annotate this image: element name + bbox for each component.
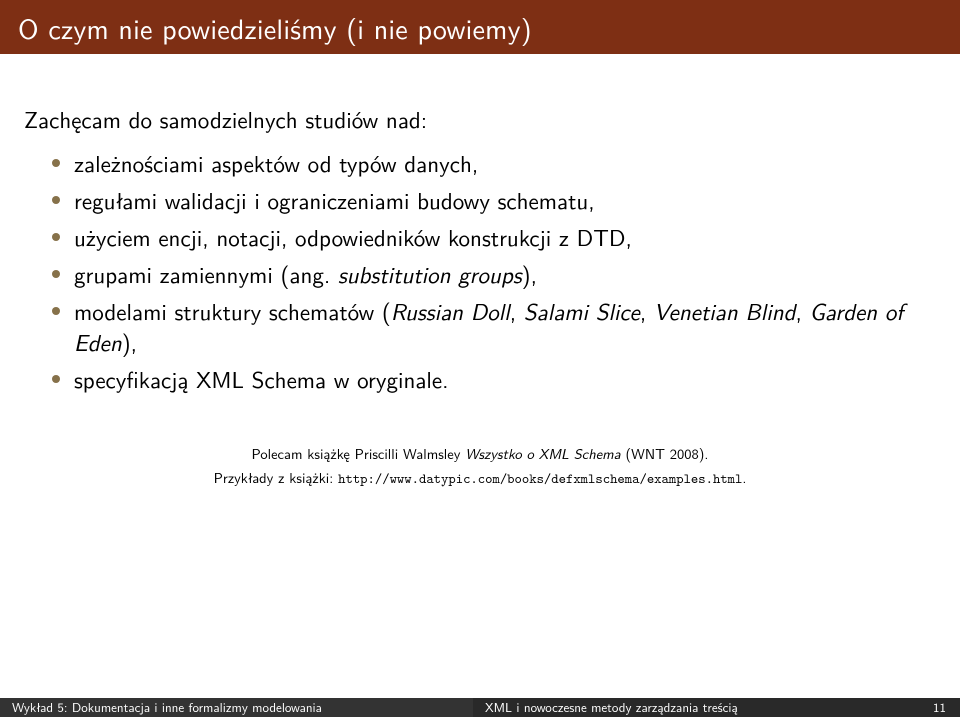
- bullet-item: grupami zamiennymi (ang. substitution gr…: [52, 259, 936, 290]
- bullet-item: modelami struktury schematów (Russian Do…: [52, 296, 936, 358]
- slide-title: O czym nie powiedzieliśmy (i nie powiemy…: [18, 7, 532, 48]
- bullet-item: regułami walidacji i ograniczeniami budo…: [52, 185, 936, 216]
- page-number: 11: [933, 698, 946, 717]
- footer-right: XML i nowoczesne metody zarządzania treś…: [473, 698, 960, 717]
- bullet-item: zależnościami aspektów od typów danych,: [52, 148, 936, 179]
- ref-text: (WNT 2008).: [621, 443, 709, 464]
- ref-url: http://www.datypic.com/books/defxmlschem…: [338, 470, 742, 488]
- ref-text: .: [742, 467, 746, 488]
- footer-left-text: Wykład 5: Dokumentacja i inne formalizmy…: [12, 698, 322, 717]
- bullet-list: zależnościami aspektów od typów danych, …: [24, 148, 936, 395]
- references: Polecam książkę Priscilli Walmsley Wszys…: [24, 443, 936, 490]
- intro-text: Zachęcam do samodzielnych studiów nad:: [24, 102, 936, 136]
- ref-title-italic: Wszystko o XML Schema: [465, 443, 620, 464]
- reference-line-2: Przykłady z książki: http://www.datypic.…: [24, 467, 936, 490]
- content-area: Zachęcam do samodzielnych studiów nad: z…: [0, 54, 960, 490]
- footer-right-text: XML i nowoczesne metody zarządzania treś…: [485, 698, 738, 717]
- bullet-item: użyciem encji, notacji, odpowiedników ko…: [52, 222, 936, 253]
- ref-text: Polecam książkę Priscilli Walmsley: [252, 443, 466, 464]
- bullet-item: specyfikacją XML Schema w oryginale.: [52, 364, 936, 395]
- footer: Wykład 5: Dokumentacja i inne formalizmy…: [0, 694, 960, 720]
- ref-text: Przykłady z książki:: [214, 467, 339, 488]
- title-bar: O czym nie powiedzieliśmy (i nie powiemy…: [0, 0, 960, 54]
- reference-line-1: Polecam książkę Priscilli Walmsley Wszys…: [24, 443, 936, 465]
- footer-left: Wykład 5: Dokumentacja i inne formalizmy…: [0, 698, 473, 717]
